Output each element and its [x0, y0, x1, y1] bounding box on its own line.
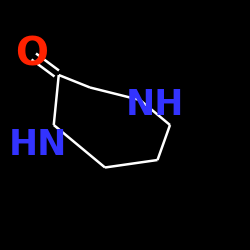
Text: O: O — [15, 36, 48, 74]
Text: HN: HN — [9, 128, 68, 162]
Text: NH: NH — [126, 88, 184, 122]
